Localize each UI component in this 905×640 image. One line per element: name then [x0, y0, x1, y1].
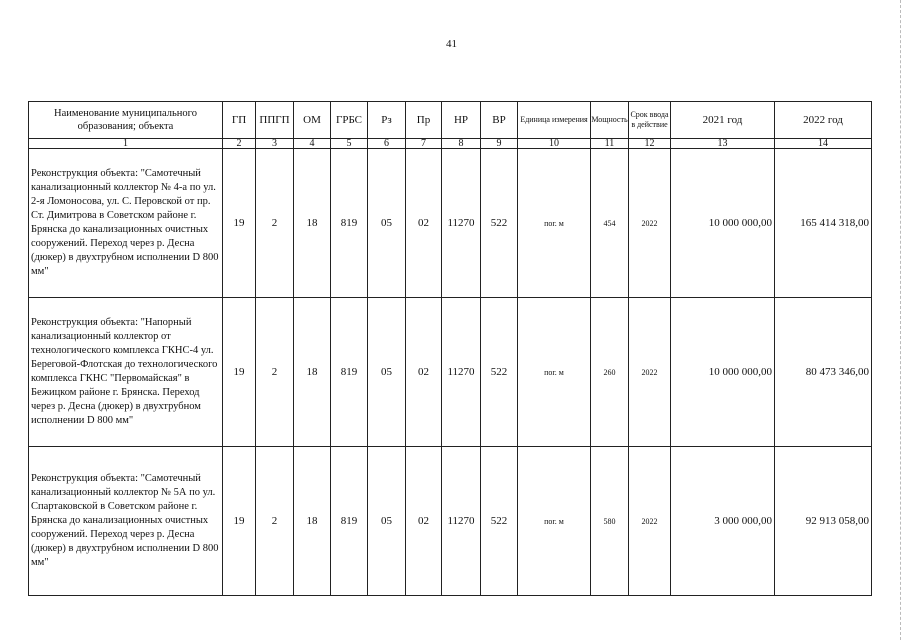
- cell-ppgp: 2: [255, 297, 294, 447]
- col-header: Единица измерения: [517, 101, 591, 139]
- col-number: 12: [628, 138, 671, 149]
- col-header: Наименование муниципального образования;…: [28, 101, 223, 139]
- col-header: 2021 год: [670, 101, 775, 139]
- cell-vr: 522: [480, 297, 518, 447]
- table-row: Реконструкция объекта: "Напорный канализ…: [28, 297, 872, 447]
- cell-object-name: Реконструкция объекта: "Напорный канализ…: [28, 297, 223, 447]
- col-number: 1: [28, 138, 223, 149]
- cell-ppgp: 2: [255, 148, 294, 298]
- cell-capacity: 454: [590, 148, 629, 298]
- col-header: Мощность: [590, 101, 629, 139]
- cell-gp: 19: [222, 446, 256, 596]
- col-number: 13: [670, 138, 775, 149]
- col-header: ОМ: [293, 101, 331, 139]
- cell-rz: 05: [367, 148, 406, 298]
- col-number: 4: [293, 138, 331, 149]
- col-header: ГП: [222, 101, 256, 139]
- cell-amount-2021: 10 000 000,00: [670, 148, 775, 298]
- col-number: 7: [405, 138, 442, 149]
- cell-commission-year: 2022: [628, 297, 671, 447]
- col-header: ГРБС: [330, 101, 368, 139]
- cell-unit: пог. м: [517, 148, 591, 298]
- cell-commission-year: 2022: [628, 148, 671, 298]
- cell-object-name: Реконструкция объекта: "Самотечный канал…: [28, 148, 223, 298]
- col-number: 14: [774, 138, 872, 149]
- cell-nr: 11270: [441, 446, 481, 596]
- cell-rz: 05: [367, 446, 406, 596]
- cell-om: 18: [293, 297, 331, 447]
- col-number: 6: [367, 138, 406, 149]
- cell-om: 18: [293, 446, 331, 596]
- cell-object-name: Реконструкция объекта: "Самотечный канал…: [28, 446, 223, 596]
- cell-grbs: 819: [330, 297, 368, 447]
- cell-vr: 522: [480, 148, 518, 298]
- col-number: 9: [480, 138, 518, 149]
- page-edge: [900, 0, 901, 640]
- cell-gp: 19: [222, 148, 256, 298]
- cell-capacity: 260: [590, 297, 629, 447]
- cell-pr: 02: [405, 446, 442, 596]
- cell-amount-2022: 80 473 346,00: [774, 297, 872, 447]
- col-number: 3: [255, 138, 294, 149]
- col-number: 8: [441, 138, 481, 149]
- col-number: 2: [222, 138, 256, 149]
- cell-grbs: 819: [330, 446, 368, 596]
- cell-grbs: 819: [330, 148, 368, 298]
- budget-table: Наименование муниципального образования;…: [28, 101, 872, 596]
- cell-vr: 522: [480, 446, 518, 596]
- page-number: 41: [446, 38, 457, 50]
- cell-unit: пог. м: [517, 297, 591, 447]
- col-number: 5: [330, 138, 368, 149]
- cell-ppgp: 2: [255, 446, 294, 596]
- cell-unit: пог. м: [517, 446, 591, 596]
- col-header: Рз: [367, 101, 406, 139]
- col-number: 10: [517, 138, 591, 149]
- cell-capacity: 580: [590, 446, 629, 596]
- table-row: Реконструкция объекта: "Самотечный канал…: [28, 446, 872, 596]
- col-header: ВР: [480, 101, 518, 139]
- cell-amount-2021: 3 000 000,00: [670, 446, 775, 596]
- cell-nr: 11270: [441, 297, 481, 447]
- cell-om: 18: [293, 148, 331, 298]
- cell-gp: 19: [222, 297, 256, 447]
- cell-amount-2021: 10 000 000,00: [670, 297, 775, 447]
- table-row: Реконструкция объекта: "Самотечный канал…: [28, 148, 872, 298]
- cell-pr: 02: [405, 297, 442, 447]
- cell-amount-2022: 165 414 318,00: [774, 148, 872, 298]
- header-row: Наименование муниципального образования;…: [28, 101, 872, 139]
- column-number-row: 1 2 3 4 5 6 7 8 9 10 11 12 13 14: [28, 138, 872, 149]
- cell-rz: 05: [367, 297, 406, 447]
- cell-commission-year: 2022: [628, 446, 671, 596]
- col-header: Срок ввода в действие: [628, 101, 671, 139]
- col-header: НР: [441, 101, 481, 139]
- col-header: Пр: [405, 101, 442, 139]
- col-number: 11: [590, 138, 629, 149]
- col-header: ППГП: [255, 101, 294, 139]
- cell-nr: 11270: [441, 148, 481, 298]
- cell-pr: 02: [405, 148, 442, 298]
- cell-amount-2022: 92 913 058,00: [774, 446, 872, 596]
- col-header: 2022 год: [774, 101, 872, 139]
